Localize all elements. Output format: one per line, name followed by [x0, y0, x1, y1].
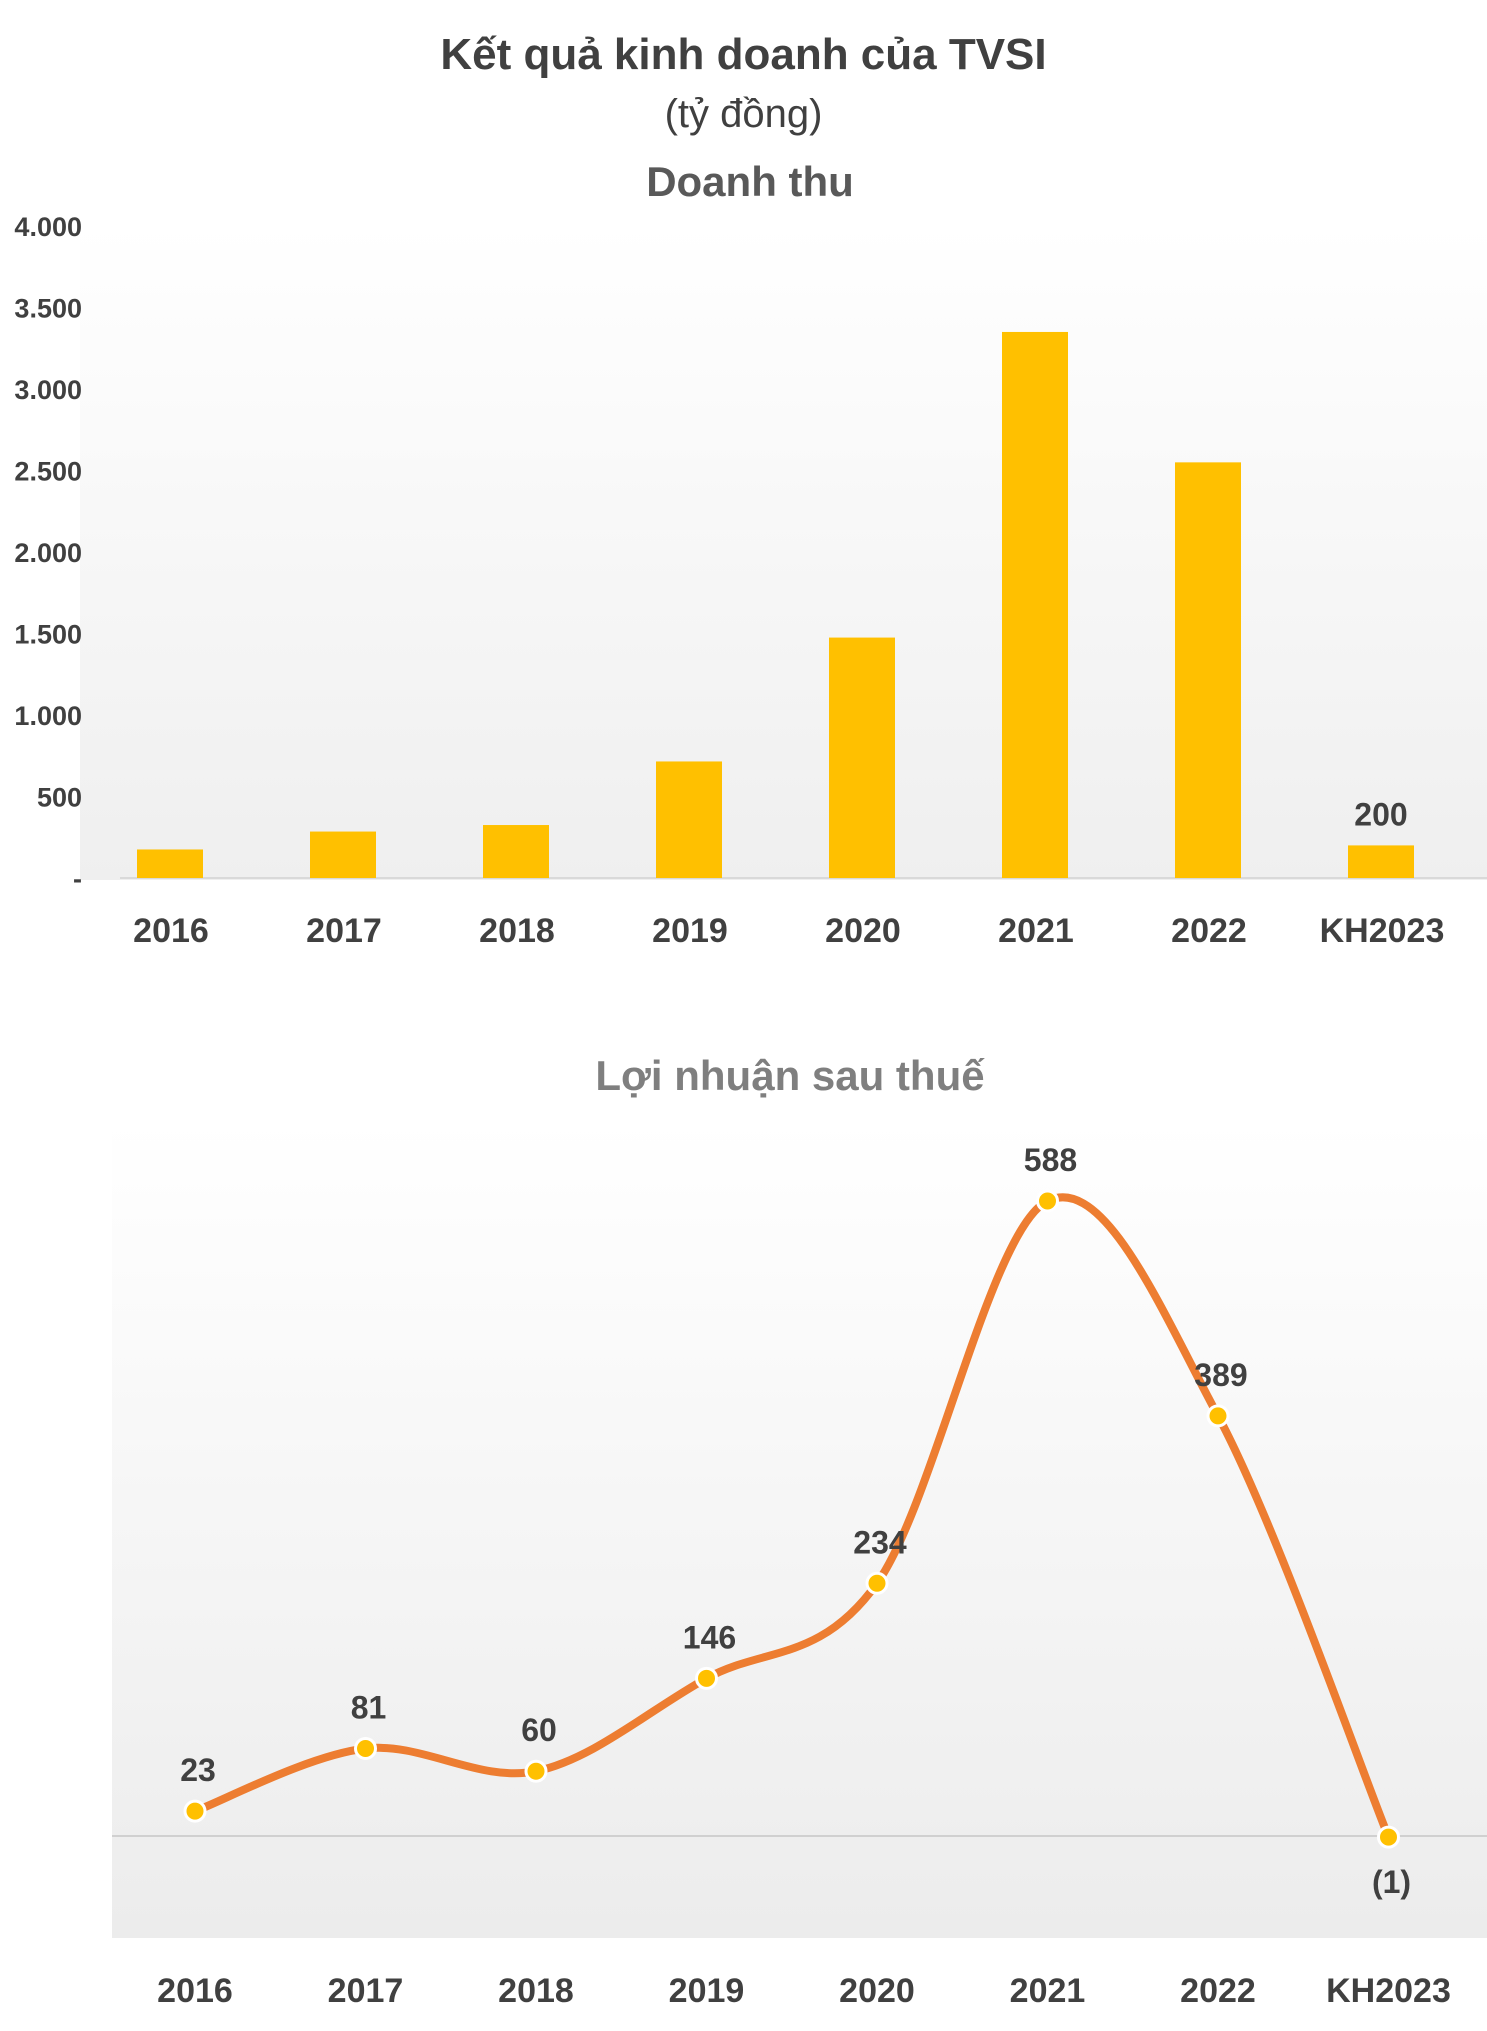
line-marker-2017: [354, 1737, 377, 1761]
line-data-label: (1): [1372, 1864, 1411, 1900]
x-tick-label: 2017: [306, 912, 382, 950]
x-tick-label: KH2023: [1326, 1972, 1451, 2010]
bar-data-label: 200: [1354, 796, 1407, 832]
y-tick-label: 3.500: [14, 294, 82, 324]
y-tick-label: 1.500: [14, 620, 82, 650]
line-marker-2016: [183, 1799, 207, 1823]
line-data-label: 389: [1194, 1357, 1247, 1393]
bar-2022: [1175, 462, 1241, 878]
line-marker-2020: [865, 1571, 889, 1595]
y-tick-label: 2.000: [14, 538, 82, 568]
bar-KH2023: [1348, 845, 1414, 878]
line-data-label: 588: [1024, 1142, 1077, 1178]
line-data-label: 81: [351, 1690, 387, 1726]
bar-2018: [483, 825, 549, 878]
bar-2020: [829, 637, 895, 878]
y-tick-label: -: [73, 864, 82, 894]
unit-label: (tỷ đồng): [664, 92, 823, 136]
y-tick-label: 1.000: [14, 701, 82, 731]
x-tick-label: 2016: [133, 912, 209, 950]
x-tick-label: 2016: [157, 1972, 233, 2010]
line-marker-2019: [695, 1666, 718, 1690]
bar-series: [137, 331, 1414, 878]
line-data-label: 60: [521, 1712, 557, 1748]
bar-2019: [656, 761, 722, 878]
line-data-label: 146: [683, 1619, 736, 1655]
line-marker-2022: [1206, 1404, 1230, 1428]
x-tick-label: 2020: [825, 912, 901, 950]
page-title: Kết quả kinh doanh của TVSI: [440, 30, 1047, 79]
revenue-bar-chart: Doanh thu - 500 1.000 1.500 2.000 2.500 3.000 3…: [14, 158, 1487, 950]
x-tick-label: 2018: [498, 1972, 574, 2010]
y-axis-ticks: - 500 1.000 1.500 2.000 2.500 3.000 3.500 4.000: [14, 212, 82, 894]
line-markers: [183, 1189, 1400, 1849]
bar-data-labels: 200: [1354, 796, 1407, 832]
x-axis-ticks: 2016 2017 2018 2019 2020 2021 2022 KH2023: [133, 912, 1444, 950]
x-tick-label: KH2023: [1320, 912, 1445, 950]
line-marker-2018: [524, 1759, 548, 1783]
line-data-label: 23: [180, 1752, 216, 1788]
y-tick-label: 2.500: [14, 457, 82, 487]
revenue-chart-title: Doanh thu: [646, 158, 854, 205]
x-tick-label: 2021: [998, 912, 1074, 950]
x-tick-label: 2022: [1180, 1972, 1256, 2010]
x-tick-label: 2017: [328, 1972, 404, 2010]
x-tick-label: 2019: [669, 1972, 745, 2010]
profit-chart-title: Lợi nhuận sau thuế: [595, 1052, 985, 1099]
x-tick-label: 2019: [652, 912, 728, 950]
y-tick-label: 500: [37, 783, 82, 813]
y-tick-label: 4.000: [14, 212, 82, 242]
bar-2021: [1002, 331, 1068, 878]
plot-background: [112, 1120, 1487, 1938]
plot-background: [80, 225, 1487, 880]
line-marker-2021: [1036, 1189, 1059, 1213]
line-marker-KH2023: [1377, 1825, 1400, 1849]
bar-2017: [310, 831, 376, 878]
bar-2016: [137, 849, 203, 878]
line-data-labels: 23 81 60 146 234 588 389 (1): [180, 1142, 1411, 1900]
y-tick-label: 3.000: [14, 375, 82, 405]
x-tick-label: 2018: [479, 912, 555, 950]
x-tick-label: 2022: [1171, 912, 1247, 950]
x-tick-label: 2020: [839, 1972, 915, 2010]
x-axis-ticks: 2016 2017 2018 2019 2020 2021 2022 KH2023: [157, 1972, 1451, 2010]
line-data-label: 234: [853, 1524, 907, 1560]
x-tick-label: 2021: [1010, 1972, 1086, 2010]
